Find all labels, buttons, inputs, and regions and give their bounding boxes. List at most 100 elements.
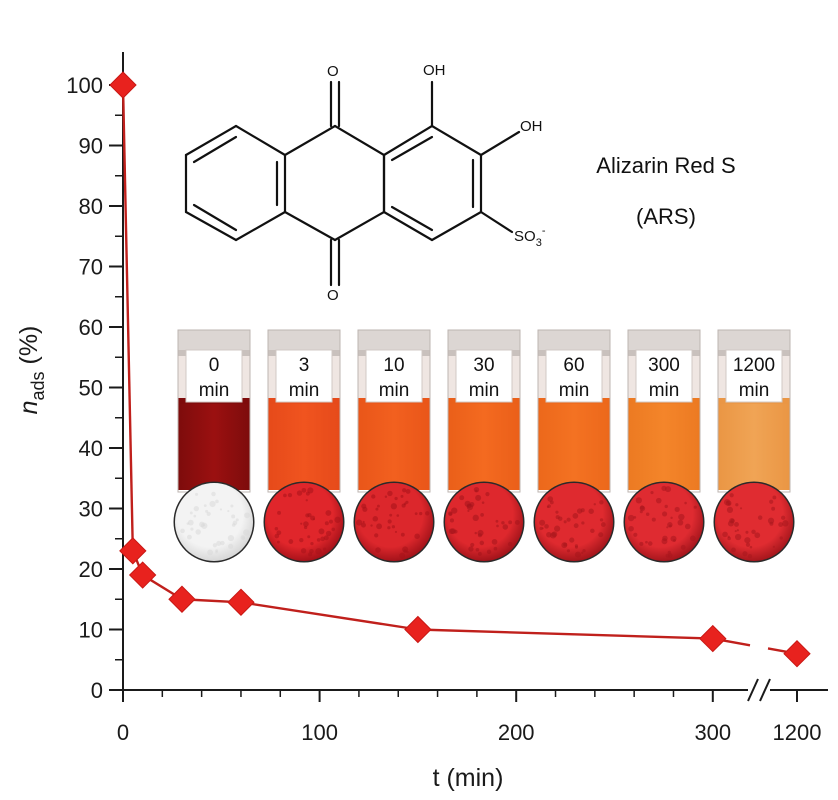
powder-grain [414,533,420,539]
sulfonate-sub: 3 [536,237,542,249]
powder-grain [195,529,201,535]
powder-grain [547,496,554,502]
powder-grain [664,504,668,509]
data-point [168,585,196,613]
powder-grain [651,517,656,522]
x-tick-label: 1200 [773,720,822,745]
powder-grain [310,515,316,521]
powder-grain [727,536,731,541]
powder-grain [323,547,327,551]
powder-grain [331,527,336,532]
powder-grain [635,497,642,504]
structure-bond [333,210,386,242]
vial-time-unit: min [559,380,590,401]
powder-grain [400,532,405,537]
powder-grain [514,520,520,525]
powder-grain [195,492,199,496]
data-point [783,639,811,668]
powder-grain [242,536,246,540]
powder-grain [495,519,499,523]
series-line [121,84,135,551]
powder-grain [726,500,729,504]
powder-grain [387,526,391,530]
powder-grain [645,512,650,517]
powder-grain [405,500,409,504]
powder-grain [639,505,646,512]
powder-grain [647,541,653,546]
powder-grain [782,520,789,527]
powder-grain [627,514,635,522]
powder-grain [566,517,571,522]
powder-grain [729,518,735,524]
powder-grain [735,503,739,507]
powder-grain [301,487,307,493]
powder-grain [590,528,595,534]
vial-item: 1200 min [713,329,795,563]
powder-grain [468,546,474,552]
powder-grain [419,511,423,516]
vial-item: 30 min [443,329,525,563]
powder-grain [661,485,667,491]
powder-grain [600,522,606,528]
powder-grain [680,544,686,550]
powder-grain [467,509,470,512]
powder-grain [447,511,453,516]
powder-grain [403,549,407,553]
powder-grain [574,544,579,548]
sulfonate-label: SO3- [514,225,546,249]
powder-grain [232,520,238,526]
powder-grain [566,549,570,553]
powder-grain [664,486,672,493]
powder-grain [666,526,669,529]
powder-grain [739,507,743,510]
powder-grain [334,516,341,523]
y-axis-title: nads (%) [15,326,48,415]
powder-grain [399,552,406,559]
powder-grain [318,528,325,535]
powder-grain [673,539,676,542]
vial-liquid [718,398,790,490]
powder-grain [300,548,307,554]
vial-liquid [268,398,340,490]
powder-grain [193,505,199,512]
o-top-label: O [327,63,339,80]
powder-grain [684,501,687,505]
x-tick-label: 0 [117,720,129,745]
y-tick-label: 40 [79,436,103,461]
vial-label-box [275,349,333,403]
y-tick-label: 100 [66,73,103,98]
powder-grain [544,524,549,529]
powder-grain [554,525,561,532]
vial-time-unit: min [379,380,410,401]
powder-grain [376,504,380,508]
powder-grain [550,532,557,539]
powder-grain [508,520,513,525]
powder-grain [207,549,213,556]
powder-grain [772,495,777,500]
oh-top-label: OH [423,62,446,79]
powder-grain [215,499,219,504]
y-axis-title-symbol: n [15,400,43,414]
powder-grain [668,524,672,528]
powder-sample [355,483,433,561]
powder-grain [502,524,509,530]
compound-abbrev: (ARS) [636,204,696,229]
powder-grain [276,540,280,544]
powder-grain [374,533,379,538]
powder-grain [599,518,604,522]
powder-sample [445,483,523,561]
y-tick-label: 60 [79,315,103,340]
powder-grain [276,530,282,536]
powder-sample [625,483,703,561]
vial-label-box [365,349,423,403]
powder-grain [628,525,634,532]
powder-grain [539,526,543,531]
powder-grain [391,525,396,529]
structure-bond [333,124,386,157]
powder-grain [220,540,225,546]
powder-grain [767,517,775,524]
powder-grain [662,511,668,517]
powder-grain [472,514,479,522]
x-axis-break-mark [747,678,759,702]
powder-grain [722,531,728,538]
